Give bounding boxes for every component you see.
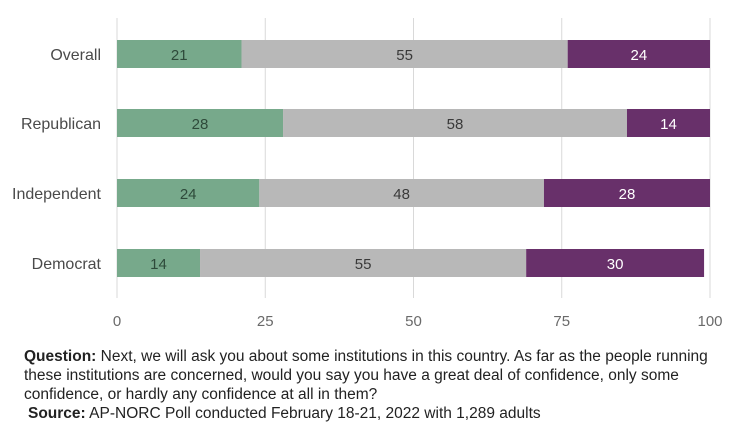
data-label-overall-segment-1: 21 (171, 47, 188, 64)
data-label-independent-segment-2: 48 (393, 186, 410, 203)
category-label-independent: Independent (12, 186, 102, 203)
bar-republican-segment-1 (117, 109, 284, 137)
category-label-republican: Republican (21, 116, 101, 133)
source-note: Source: AP-NORC Poll conducted February … (24, 404, 739, 423)
bar-overall-segment-1 (117, 40, 242, 68)
data-label-democrat-segment-1: 14 (150, 256, 167, 273)
data-label-democrat-segment-3: 30 (607, 256, 624, 273)
data-label-republican-segment-2: 58 (447, 116, 464, 133)
data-label-republican-segment-1: 28 (192, 116, 209, 133)
data-label-independent-segment-1: 24 (180, 186, 197, 203)
category-label-democrat: Democrat (32, 256, 102, 273)
bar-independent-segment-1 (117, 179, 260, 207)
x-tick-label-100: 100 (697, 313, 722, 330)
bar-democrat-segment-3 (526, 249, 705, 277)
question-label: Question: (24, 348, 97, 365)
data-label-overall-segment-3: 24 (630, 47, 647, 64)
question-note: Question: Next, we will ask you about so… (24, 347, 739, 404)
bar-republican-segment-2 (283, 109, 627, 137)
bar-overall-segment-2 (241, 40, 568, 68)
data-label-republican-segment-3: 14 (660, 116, 677, 133)
data-label-independent-segment-3: 28 (619, 186, 636, 203)
bar-republican-segment-3 (626, 109, 710, 137)
data-label-overall-segment-2: 55 (396, 47, 413, 64)
bar-democrat-segment-1 (117, 249, 201, 277)
chart-notes: Question: Next, we will ask you about so… (24, 347, 739, 423)
x-tick-label-25: 25 (257, 313, 274, 330)
question-text: Next, we will ask you about some institu… (24, 348, 708, 403)
stacked-bar-chart: 0 25 50 75 100 Overall 21 55 24 Republican 28 58 14 I… (12, 18, 723, 330)
x-tick-label-50: 50 (405, 313, 422, 330)
bar-independent-segment-3 (543, 179, 710, 207)
x-tick-label-0: 0 (113, 313, 121, 330)
data-label-democrat-segment-2: 55 (355, 256, 372, 273)
bar-overall-segment-3 (567, 40, 710, 68)
source-label: Source: (28, 405, 86, 422)
category-label-overall: Overall (50, 47, 101, 64)
x-tick-label-75: 75 (553, 313, 570, 330)
source-text: AP-NORC Poll conducted February 18-21, 2… (85, 405, 541, 422)
bar-democrat-segment-2 (200, 249, 527, 277)
bar-independent-segment-2 (259, 179, 544, 207)
